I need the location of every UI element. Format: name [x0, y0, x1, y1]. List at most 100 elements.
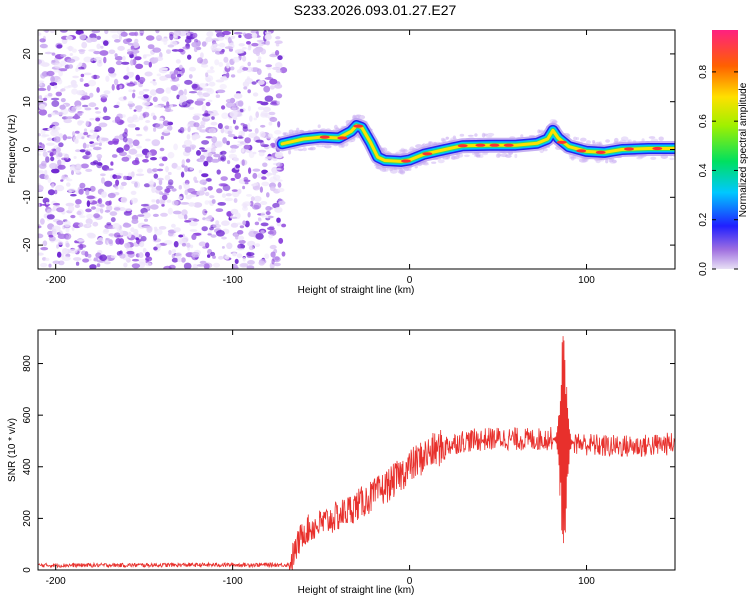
noise-blob — [80, 163, 89, 169]
noise-blob — [242, 256, 246, 262]
noise-blob — [71, 170, 74, 176]
spectrogram-xtick-label: -100 — [223, 275, 243, 286]
noise-blob — [136, 133, 143, 137]
ridge-peak — [576, 149, 587, 153]
ridge-peak — [624, 147, 634, 151]
noise-blob — [115, 179, 120, 186]
noise-blob — [86, 213, 94, 219]
noise-blob — [55, 91, 62, 97]
noise-blob — [175, 59, 181, 64]
noise-blob — [50, 97, 60, 101]
noise-blob — [123, 262, 128, 268]
noise-blob — [170, 85, 179, 91]
noise-blob — [261, 176, 267, 180]
noise-blob — [224, 46, 233, 49]
noise-blob — [92, 221, 99, 227]
noise-blob — [45, 201, 50, 205]
noise-blob — [214, 59, 220, 66]
noise-blob — [158, 226, 167, 230]
noise-blob — [208, 81, 216, 87]
noise-blob — [211, 136, 218, 143]
noise-blob — [181, 209, 188, 216]
noise-blob — [178, 234, 184, 238]
noise-blob — [52, 231, 58, 236]
noise-blob — [237, 188, 242, 194]
noise-blob — [127, 42, 134, 46]
noise-blob — [246, 252, 255, 257]
ridge-halo-blob — [399, 149, 406, 155]
noise-blob — [151, 139, 161, 147]
noise-blob — [181, 242, 187, 247]
noise-blob — [275, 93, 283, 99]
noise-blob — [260, 48, 267, 55]
noise-blob — [247, 105, 251, 112]
noise-blob — [257, 80, 265, 85]
noise-blob — [74, 130, 80, 134]
noise-blob — [269, 85, 275, 90]
noise-blob — [73, 257, 82, 261]
noise-blob — [227, 36, 232, 44]
noise-blob — [58, 68, 68, 72]
noise-blob — [186, 242, 191, 248]
noise-blob — [46, 214, 55, 220]
noise-blob — [138, 83, 143, 88]
noise-blob — [49, 82, 58, 86]
noise-blob — [43, 97, 48, 102]
noise-blob — [132, 258, 139, 262]
ridge-halo-blob — [297, 148, 304, 152]
noise-blob — [163, 129, 171, 134]
noise-blob — [114, 186, 119, 190]
noise-blob — [106, 255, 110, 259]
noise-blob — [271, 258, 275, 265]
noise-blob — [143, 60, 150, 66]
noise-blob — [235, 222, 244, 226]
noise-blob — [173, 143, 179, 151]
noise-blob — [156, 243, 162, 248]
noise-blob — [188, 91, 198, 94]
noise-blob — [91, 30, 101, 34]
colorbar-tick-label: 0.4 — [698, 163, 709, 177]
noise-blob — [250, 196, 255, 202]
noise-blob — [189, 221, 198, 227]
noise-blob — [47, 85, 51, 92]
noise-blob — [114, 135, 121, 139]
noise-blob — [99, 204, 105, 208]
spectrogram-xtick-label: 0 — [407, 275, 413, 286]
noise-blob — [60, 179, 64, 182]
noise-blob — [184, 79, 193, 85]
noise-blob — [275, 162, 283, 167]
noise-blob — [274, 40, 283, 44]
noise-blob — [175, 166, 182, 171]
noise-blob — [261, 169, 268, 175]
noise-blob — [262, 106, 271, 112]
noise-blob — [103, 90, 111, 95]
noise-blob — [47, 128, 54, 131]
noise-blob — [145, 138, 151, 142]
noise-blob — [207, 215, 213, 220]
noise-blob — [49, 30, 56, 34]
noise-blob — [217, 202, 226, 206]
noise-blob — [230, 35, 236, 39]
noise-blob — [272, 172, 277, 176]
noise-blob — [111, 154, 118, 158]
noise-blob — [239, 108, 244, 113]
noise-blob — [110, 161, 114, 166]
noise-blob — [38, 95, 43, 100]
noise-blob — [269, 244, 277, 250]
ridge-peak — [595, 150, 606, 154]
noise-blob — [183, 262, 192, 269]
noise-blob — [254, 221, 260, 226]
noise-blob — [165, 105, 171, 113]
noise-blob — [231, 189, 238, 192]
noise-blob — [68, 190, 72, 194]
noise-blob — [265, 206, 272, 211]
noise-blob — [139, 32, 144, 36]
noise-blob — [201, 140, 210, 145]
noise-blob — [156, 73, 162, 77]
noise-blob — [165, 185, 175, 189]
noise-blob — [38, 185, 44, 192]
noise-blob — [275, 43, 280, 47]
noise-blob — [219, 83, 227, 90]
noise-blob — [270, 251, 276, 258]
noise-blob — [40, 247, 49, 251]
